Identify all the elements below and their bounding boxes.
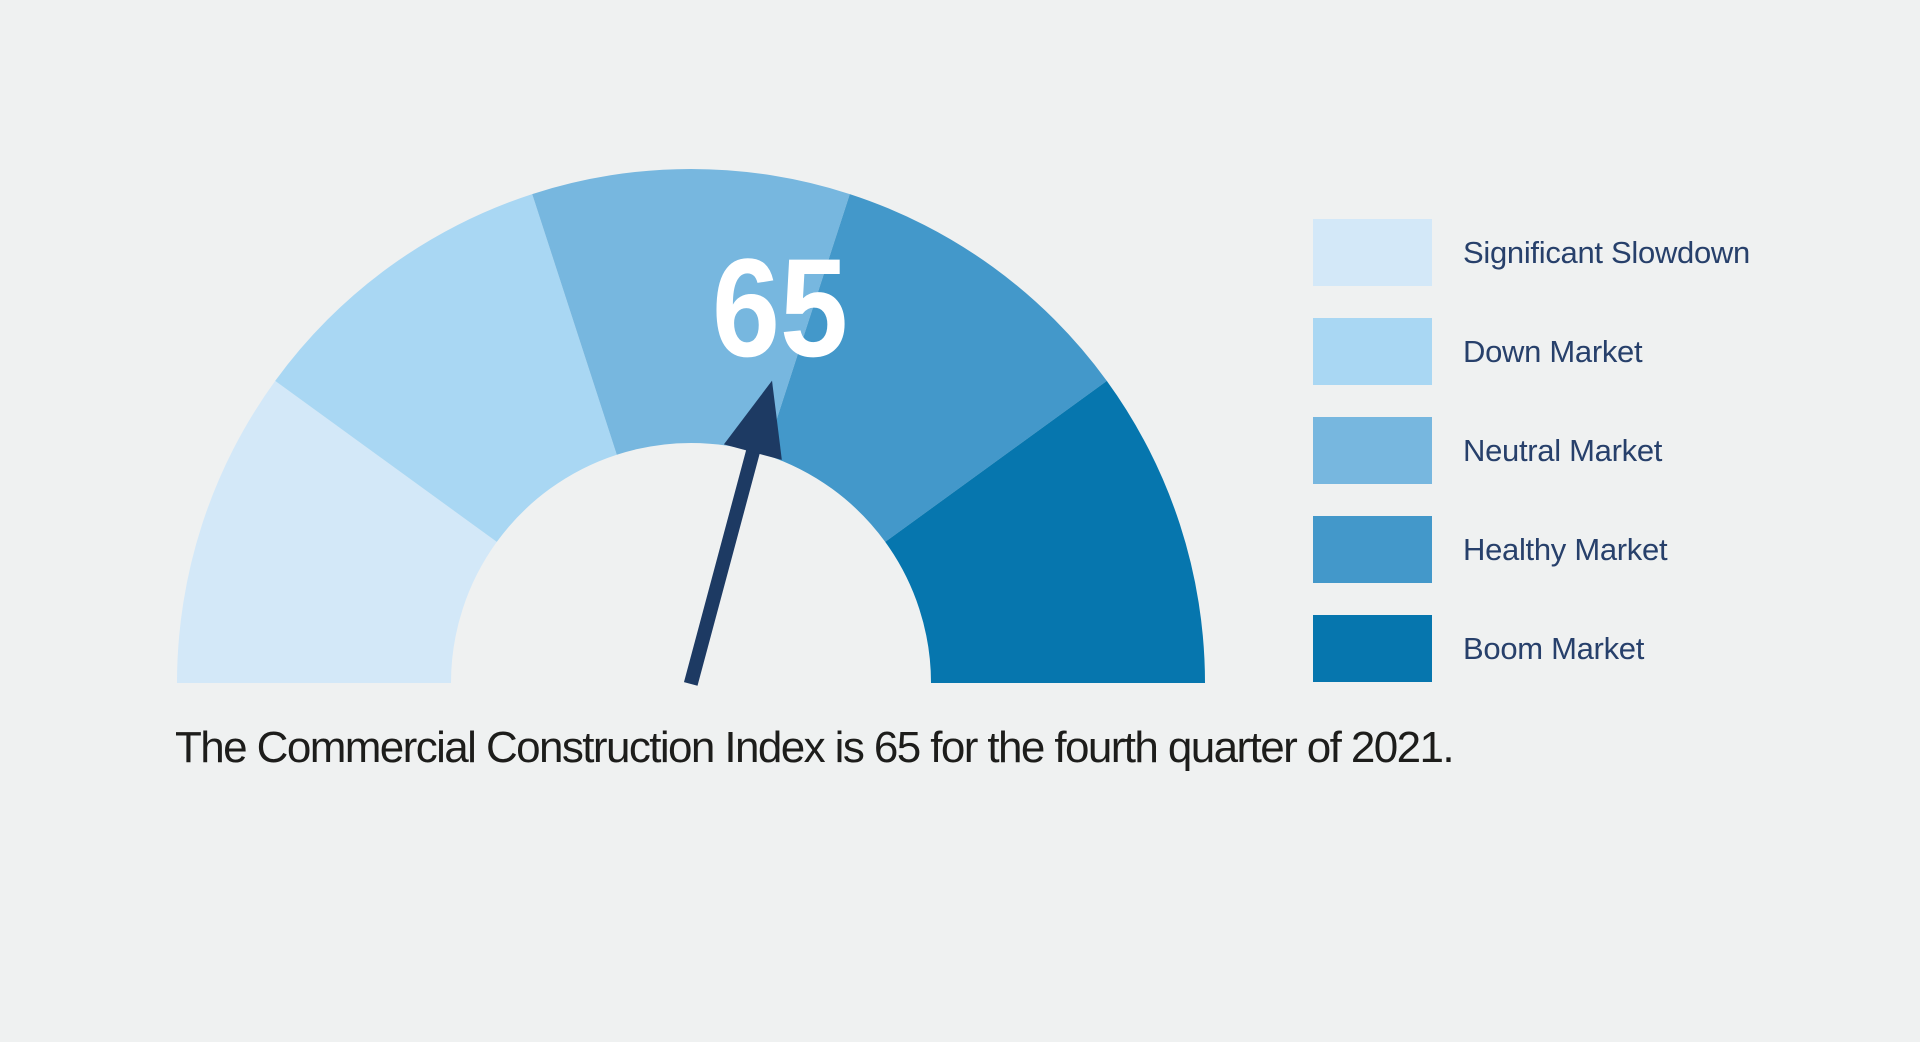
legend-swatch-icon <box>1313 516 1432 583</box>
gauge-segment-healthy-market <box>765 194 1107 542</box>
legend-item-boom-market: Boom Market <box>1313 615 1750 682</box>
legend-label: Neutral Market <box>1463 432 1663 468</box>
legend-label: Boom Market <box>1463 630 1645 666</box>
legend-item-down-market: Down Market <box>1313 318 1750 385</box>
gauge-segment-significant-slowdown <box>177 380 497 683</box>
legend-swatch-icon <box>1313 219 1432 286</box>
legend-label: Healthy Market <box>1463 531 1668 567</box>
gauge-segment-boom-market <box>885 380 1205 683</box>
gauge-segment-down-market <box>275 194 617 542</box>
legend-swatch-icon <box>1313 417 1432 484</box>
legend-swatch-icon <box>1313 318 1432 385</box>
needle-shaft <box>683 444 762 686</box>
chart-caption: The Commercial Construction Index is 65 … <box>175 723 1455 772</box>
legend-item-significant-slowdown: Significant Slowdown <box>1313 219 1750 286</box>
legend-item-neutral-market: Neutral Market <box>1313 417 1750 484</box>
needle-arrowhead-icon <box>723 380 782 460</box>
legend-swatch-icon <box>1313 615 1432 682</box>
legend-label: Significant Slowdown <box>1463 234 1750 270</box>
gauge-value: 65 <box>712 229 848 386</box>
legend-item-healthy-market: Healthy Market <box>1313 516 1750 583</box>
gauge-legend: Significant Slowdown Down Market Neutral… <box>1313 219 1750 714</box>
legend-label: Down Market <box>1463 333 1643 369</box>
gauge-needle <box>683 380 782 686</box>
